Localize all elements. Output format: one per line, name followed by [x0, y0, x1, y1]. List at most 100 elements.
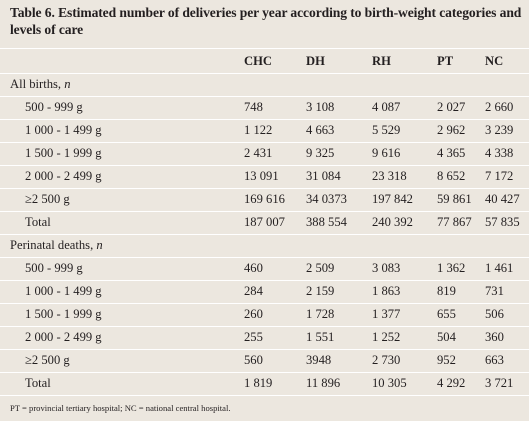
cell-rh: 197 842 [372, 192, 413, 206]
cell-nc: 663 [485, 353, 504, 367]
row-divider [0, 188, 529, 189]
section-heading-row: All births, n [0, 73, 529, 96]
row-label: 1 500 - 1 999 g [25, 307, 102, 321]
row-divider [0, 257, 529, 258]
cell-dh: 34 0373 [306, 192, 347, 206]
table-row: 2 000 - 2 499 g 255 1 551 1 252 504 360 [0, 326, 529, 349]
cell-nc: 40 427 [485, 192, 520, 206]
column-header-row: CHC DH RH PT NC [0, 50, 529, 73]
cell-rh: 10 305 [372, 376, 407, 390]
row-divider [0, 234, 529, 235]
section-heading: All births, n [10, 73, 71, 96]
section-heading-row: Perinatal deaths, n [0, 234, 529, 257]
column-header-rh: RH [372, 54, 391, 68]
cell-pt: 2 027 [437, 100, 466, 114]
column-header-chc: CHC [244, 54, 272, 68]
row-divider [0, 349, 529, 350]
cell-rh: 2 730 [372, 353, 401, 367]
cell-rh: 1 377 [372, 307, 401, 321]
cell-dh: 1 728 [306, 307, 335, 321]
column-header-nc: NC [485, 54, 504, 68]
row-label: 500 - 999 g [25, 100, 83, 114]
cell-dh: 2 509 [306, 261, 335, 275]
cell-nc: 2 660 [485, 100, 514, 114]
cell-rh: 1 252 [372, 330, 401, 344]
table-row: ≥2 500 g 169 616 34 0373 197 842 59 861 40 42… [0, 188, 529, 211]
cell-chc: 255 [244, 330, 263, 344]
cell-dh: 11 896 [306, 376, 341, 390]
cell-nc: 7 172 [485, 169, 514, 183]
row-divider [0, 303, 529, 304]
row-divider [0, 142, 529, 143]
table-row: Total 187 007 388 554 240 392 77 867 57 835 [0, 211, 529, 234]
cell-rh: 3 083 [372, 261, 401, 275]
cell-pt: 504 [437, 330, 456, 344]
cell-pt: 59 861 [437, 192, 472, 206]
cell-pt: 819 [437, 284, 456, 298]
cell-chc: 284 [244, 284, 263, 298]
row-label: Total [25, 376, 51, 390]
cell-dh: 3 108 [306, 100, 335, 114]
table-row: 1 000 - 1 499 g 1 122 4 663 5 529 2 962 3 239 [0, 119, 529, 142]
cell-rh: 5 529 [372, 123, 401, 137]
row-label: Total [25, 215, 51, 229]
row-divider [0, 119, 529, 120]
cell-chc: 560 [244, 353, 263, 367]
cell-dh: 1 551 [306, 330, 335, 344]
table-row: 500 - 999 g 748 3 108 4 087 2 027 2 660 [0, 96, 529, 119]
row-divider [0, 96, 529, 97]
cell-chc: 260 [244, 307, 263, 321]
section-heading-unit: n [96, 238, 103, 252]
cell-rh: 9 616 [372, 146, 401, 160]
row-divider [0, 211, 529, 212]
cell-pt: 1 362 [437, 261, 466, 275]
cell-chc: 2 431 [244, 146, 273, 160]
cell-chc: 1 819 [244, 376, 273, 390]
cell-dh: 388 554 [306, 215, 347, 229]
cell-chc: 748 [244, 100, 263, 114]
section-heading: Perinatal deaths, n [10, 234, 103, 257]
section-heading-text: Perinatal deaths, [10, 238, 97, 252]
cell-rh: 240 392 [372, 215, 413, 229]
row-label: ≥2 500 g [25, 192, 70, 206]
cell-dh: 9 325 [306, 146, 335, 160]
row-divider [0, 395, 529, 396]
cell-pt: 4 365 [437, 146, 466, 160]
table-caption: Table 6. Estimated number of deliveries … [10, 5, 522, 37]
cell-chc: 460 [244, 261, 263, 275]
cell-chc: 169 616 [244, 192, 285, 206]
cell-nc: 57 835 [485, 215, 520, 229]
row-label: 1 000 - 1 499 g [25, 284, 102, 298]
row-label: 2 000 - 2 499 g [25, 330, 102, 344]
row-divider [0, 326, 529, 327]
table-row: Total 1 819 11 896 10 305 4 292 3 721 [0, 372, 529, 395]
cell-pt: 655 [437, 307, 456, 321]
cell-pt: 4 292 [437, 376, 466, 390]
cell-dh: 2 159 [306, 284, 335, 298]
section-heading-unit: n [64, 77, 71, 91]
column-header-pt: PT [437, 54, 454, 68]
row-label: ≥2 500 g [25, 353, 70, 367]
cell-chc: 187 007 [244, 215, 285, 229]
cell-nc: 1 461 [485, 261, 514, 275]
row-divider [0, 280, 529, 281]
section-heading-text: All births, [10, 77, 65, 91]
row-label: 500 - 999 g [25, 261, 83, 275]
table-row: 1 500 - 1 999 g 260 1 728 1 377 655 506 [0, 303, 529, 326]
cell-nc: 360 [485, 330, 504, 344]
cell-rh: 1 863 [372, 284, 401, 298]
cell-nc: 731 [485, 284, 504, 298]
column-header-dh: DH [306, 54, 325, 68]
row-divider [0, 48, 529, 49]
cell-pt: 2 962 [437, 123, 466, 137]
cell-pt: 952 [437, 353, 456, 367]
cell-rh: 4 087 [372, 100, 401, 114]
cell-nc: 3 239 [485, 123, 514, 137]
row-label: 2 000 - 2 499 g [25, 169, 102, 183]
cell-rh: 23 318 [372, 169, 407, 183]
cell-chc: 1 122 [244, 123, 273, 137]
cell-pt: 77 867 [437, 215, 472, 229]
row-divider [0, 372, 529, 373]
cell-nc: 3 721 [485, 376, 514, 390]
